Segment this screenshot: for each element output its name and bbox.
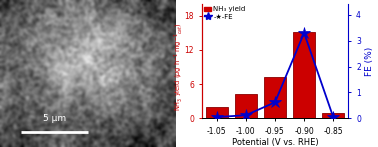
Bar	[235, 94, 257, 118]
Bar	[264, 77, 286, 118]
Y-axis label: FE (%): FE (%)	[365, 47, 374, 76]
Bar	[293, 32, 315, 118]
Legend: NH₃ yield, -★-FE: NH₃ yield, -★-FE	[204, 6, 246, 20]
X-axis label: Potential (V vs. RHE): Potential (V vs. RHE)	[232, 138, 318, 147]
Bar	[322, 113, 344, 118]
Bar	[206, 107, 228, 118]
Text: 5 μm: 5 μm	[43, 115, 66, 123]
Text: NH$_3$ yield ($\mu$g h$^{-1}$ mg$^{-1}$$_{cat}$): NH$_3$ yield ($\mu$g h$^{-1}$ mg$^{-1}$$…	[173, 22, 185, 111]
